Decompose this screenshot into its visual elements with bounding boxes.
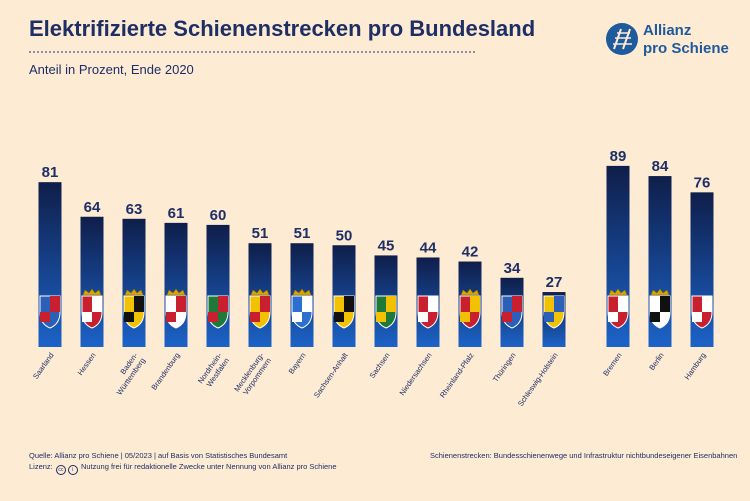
bayern-coat-of-arms-icon [291,288,313,329]
schleswig-holstein-coat-of-arms-icon [543,295,565,329]
bar-nordrhein-westfalen [206,224,230,347]
category-label-line: Hessen [76,351,98,377]
category-label-line: Thüringen [491,351,518,384]
title-divider [29,51,475,53]
data-label-thueringen: 34 [504,260,521,277]
category-label-thueringen: Thüringen [491,351,518,384]
data-label-sachsen: 45 [378,237,395,254]
data-label-nordrhein-westfalen: 60 [210,207,227,224]
category-label-baden-wuerttemberg: Baden-Württemberg [107,351,147,397]
category-label-sachsen: Sachsen [368,351,392,380]
category-label-sachsen-anhalt: Sachsen-Anhalt [312,350,350,399]
license-text: Nutzung frei für redaktionelle Zwecke un… [80,462,337,471]
sachsen-anhalt-coat-of-arms-icon [333,295,355,329]
logo-line-1: Allianz [643,22,692,39]
source-note: Quelle: Allianz pro Schiene | 05/2023 | … [29,451,288,460]
data-label-mecklenburg-vorpommern: 51 [252,225,269,242]
mecklenburg-vorpommern-coat-of-arms-icon [249,288,271,329]
category-label-line: Berlin [647,351,665,372]
category-label-line: Niedersachsen [398,351,434,397]
sachsen-coat-of-arms-icon [375,295,397,329]
license-note: Lizenz: cc i Nutzung frei für redaktionel… [29,462,337,475]
data-label-baden-wuerttemberg: 63 [126,201,143,218]
data-label-schleswig-holstein: 27 [546,274,563,291]
bremen-coat-of-arms-icon [607,288,629,329]
category-label-line: Rheinland-Pfalz [438,351,476,400]
berlin-coat-of-arms-icon [649,288,671,329]
category-label-line: Hamburg [683,351,708,381]
data-label-bremen: 89 [610,148,627,165]
category-label-hessen: Hessen [76,351,98,377]
cc-by-icon: i [67,465,78,475]
license-label: Lizenz: [29,462,53,471]
category-label-bayern: Bayern [287,351,308,376]
chart-title: Elektrifizierte Schienenstrecken pro Bun… [29,16,536,41]
category-label-line: Sachsen-Anhalt [312,350,350,399]
category-label-rheinland-pfalz: Rheinland-Pfalz [438,351,476,400]
category-label-saarland: Saarland [31,351,56,381]
data-label-berlin: 84 [652,158,669,175]
category-label-line: Bremen [601,351,623,378]
saarland-coat-of-arms-icon [39,295,61,329]
data-label-niedersachsen: 44 [420,239,437,256]
category-label-brandenburg: Brandenburg [149,351,181,392]
category-label-niedersachsen: Niedersachsen [398,351,434,397]
category-label-bremen: Bremen [601,351,623,378]
baden-wuerttemberg-coat-of-arms-icon [123,288,145,329]
logo-line-2: pro Schiene [643,40,729,57]
logo-text: Allianz pro Schiene [643,22,729,58]
chart-subtitle: Anteil in Prozent, Ende 2020 [29,62,194,77]
data-label-bayern: 51 [294,225,311,242]
data-label-hessen: 64 [84,199,101,216]
hessen-coat-of-arms-icon [81,288,103,329]
category-label-mecklenburg-vorpommern: Mecklenburg-Vorpommern [232,351,273,399]
category-label-nordrhein-westfalen: Nordrhein-Westfalen [196,351,231,391]
data-label-saarland: 81 [42,164,59,181]
brandenburg-coat-of-arms-icon [165,288,187,329]
niedersachsen-coat-of-arms-icon [417,295,439,329]
data-label-rheinland-pfalz: 42 [462,244,479,261]
rail-tracks-logo-icon [606,23,638,55]
thueringen-coat-of-arms-icon [501,295,523,329]
category-label-schleswig-holstein: Schleswig-Holstein [516,351,560,408]
definition-note: Schienenstrecken: Bundesschienenwege und… [430,451,738,460]
bar-chart: 81 Saarland 64 Hessen 63 Baden-Württemberg 61 B… [31,148,714,408]
category-label-line: Sachsen [368,351,392,380]
cc-license-icon: cc [55,465,66,475]
allianz-pro-schiene-logo: Allianz pro Schiene [605,22,735,62]
category-label-hamburg: Hamburg [683,351,708,381]
category-label-line: Bayern [287,351,308,376]
category-label-line: Saarland [31,351,56,381]
category-label-berlin: Berlin [647,351,665,372]
nordrhein-westfalen-coat-of-arms-icon [207,295,229,329]
data-label-hamburg: 76 [694,174,711,191]
bars-group: 81 Saarland 64 Hessen 63 Baden-Württemberg 61 B… [31,148,714,408]
category-label-line: Brandenburg [149,351,181,392]
category-label-line: Schleswig-Holstein [516,351,560,408]
rheinland-pfalz-coat-of-arms-icon [459,288,481,329]
hamburg-coat-of-arms-icon [691,295,713,329]
data-label-brandenburg: 61 [168,205,185,222]
data-label-sachsen-anhalt: 50 [336,227,353,244]
